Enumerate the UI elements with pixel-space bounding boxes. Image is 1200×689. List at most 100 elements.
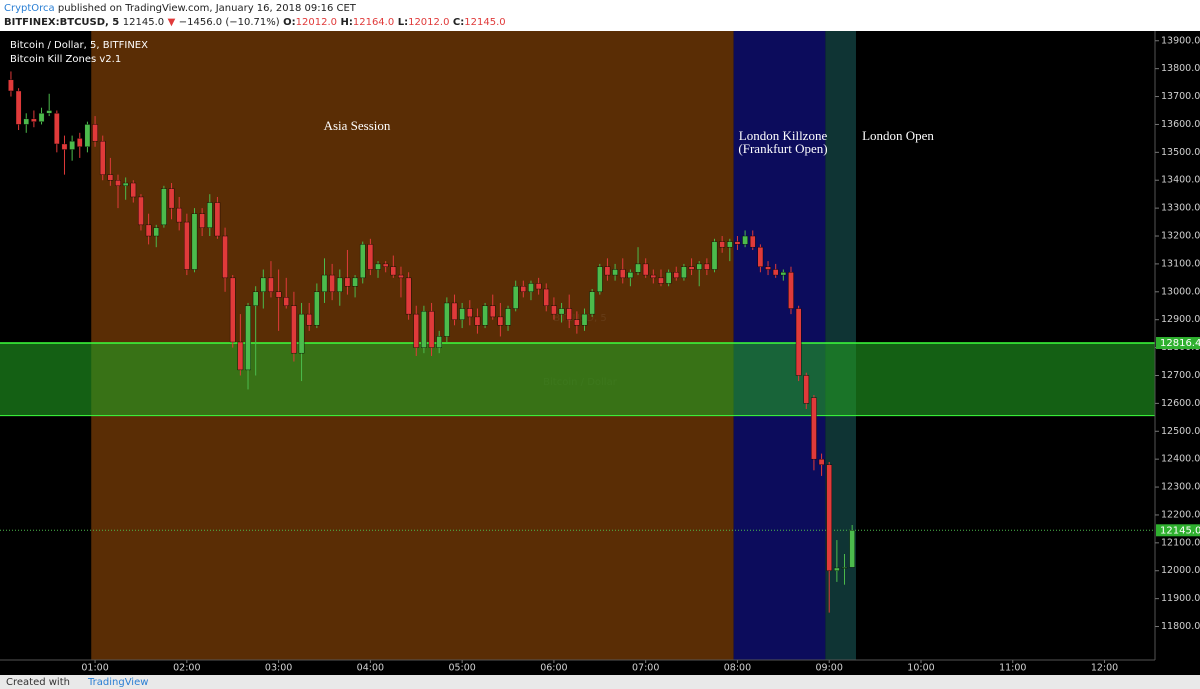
y-tick-label: 13500.0: [1161, 147, 1200, 158]
y-tick-label: 12700.0: [1161, 370, 1200, 381]
candle-body: [551, 305, 557, 315]
candle-body: [15, 90, 22, 125]
footer-bar: [0, 675, 1200, 689]
candle-body: [711, 241, 718, 270]
band-value-label: 12816.4: [1160, 338, 1200, 349]
candle-body: [826, 464, 833, 571]
x-tick-label: 03:00: [265, 663, 292, 674]
candle-body: [31, 118, 37, 122]
x-tick-label: 02:00: [173, 663, 200, 674]
y-tick-label: 13800.0: [1161, 63, 1200, 74]
x-tick-label: 12:00: [1091, 663, 1118, 674]
h-label: H:: [340, 17, 352, 28]
candle-body: [512, 286, 519, 309]
candle-body: [161, 188, 167, 226]
candle-body: [107, 174, 114, 181]
zone-label: London Open: [862, 128, 934, 143]
candle-body: [742, 235, 748, 245]
y-tick-label: 11800.0: [1161, 621, 1200, 632]
h-value: 12164.0: [353, 17, 394, 28]
publish-line: CryptOrca published on TradingView.com, …: [4, 3, 357, 14]
indicator-name: Bitcoin Kill Zones v2.1: [10, 54, 121, 65]
candle-body: [321, 274, 328, 293]
candle-body: [390, 266, 397, 276]
y-tick-label: 12400.0: [1161, 454, 1200, 465]
y-tick-label: 12900.0: [1161, 314, 1200, 325]
y-tick-label: 12000.0: [1161, 565, 1200, 576]
candle-body: [688, 266, 695, 270]
candle-body: [199, 213, 205, 228]
candle-body: [704, 263, 710, 270]
y-tick-label: 12200.0: [1161, 509, 1200, 520]
candle-body: [375, 263, 381, 270]
candle-body: [451, 302, 458, 320]
candle-body: [459, 308, 465, 320]
candle-body: [23, 118, 30, 125]
candle-body: [382, 263, 389, 267]
candle-body: [115, 180, 121, 187]
candle-body: [772, 269, 779, 276]
candle-body: [122, 182, 129, 187]
candle-body: [336, 277, 343, 293]
candle-body: [275, 291, 282, 298]
candle-body: [344, 277, 351, 287]
author[interactable]: CryptOrca: [4, 3, 55, 14]
c-value: 12145.0: [464, 17, 505, 28]
candle-body: [566, 308, 573, 320]
support-band: [0, 343, 1155, 416]
candle-body: [780, 272, 787, 276]
candle-body: [757, 246, 764, 267]
candle-body: [352, 277, 358, 287]
candle-body: [497, 316, 504, 326]
published: published on TradingView.com, January 16…: [58, 3, 357, 14]
candle-body: [574, 319, 580, 326]
candle-body: [84, 124, 91, 147]
candle-body: [681, 266, 687, 279]
x-tick-label: 08:00: [724, 663, 751, 674]
candle-body: [749, 235, 756, 248]
candle-body: [841, 567, 848, 569]
candle-body: [734, 241, 741, 245]
candle-body: [145, 224, 152, 237]
header-bar: [0, 0, 1200, 31]
candle-body: [176, 207, 182, 223]
candle-body: [795, 308, 802, 376]
candle-body: [619, 269, 626, 279]
candle-body: [46, 110, 52, 114]
candle-body: [421, 311, 427, 348]
chart-title: Bitcoin / Dollar, 5, BITFINEX: [10, 40, 148, 51]
l-value: 12012.0: [408, 17, 449, 28]
x-tick-label: 06:00: [540, 663, 567, 674]
candle-body: [92, 124, 98, 142]
y-tick-label: 13000.0: [1161, 286, 1200, 297]
symbol-line: BITFINEX:BTCUSD, 5 12145.0 ▼ −1456.0 (−1…: [4, 17, 506, 28]
candle-body: [405, 277, 412, 315]
band-value-box: [1156, 337, 1200, 350]
candle-body: [367, 244, 374, 270]
candle-body: [642, 263, 649, 276]
symbol: BITFINEX:BTCUSD, 5: [4, 17, 119, 28]
candle-body: [229, 277, 236, 343]
candle-body: [314, 291, 320, 326]
footer-brand[interactable]: TradingView: [87, 677, 148, 688]
y-tick-label: 12500.0: [1161, 426, 1200, 437]
candle-body: [788, 272, 794, 309]
candle-body: [727, 241, 733, 248]
candle-body: [428, 311, 435, 348]
candle-body: [482, 305, 488, 326]
candle-body: [520, 286, 527, 293]
x-axis-area: [0, 660, 1200, 675]
candle-body: [38, 113, 45, 122]
direction: ▼: [168, 17, 176, 28]
candle-body: [76, 138, 83, 147]
price: 12145.0: [123, 17, 164, 28]
candle-body: [184, 221, 190, 270]
candle-body: [489, 305, 496, 318]
change: −1456.0 (−10.71%): [179, 17, 280, 28]
candle-body: [627, 272, 634, 279]
candle-body: [298, 313, 305, 354]
y-tick-label: 13200.0: [1161, 231, 1200, 242]
candle-body: [99, 140, 106, 175]
x-tick-label: 11:00: [999, 663, 1026, 674]
